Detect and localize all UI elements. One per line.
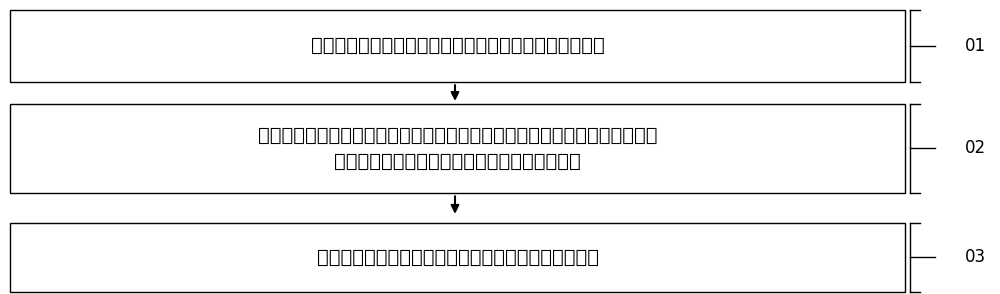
Bar — [10, 10, 905, 82]
Text: 在一衬底上依次形成下电极层、底部隔离层和石墨烯薄膜: 在一衬底上依次形成下电极层、底部隔离层和石墨烯薄膜 — [311, 36, 604, 55]
Bar — [10, 223, 905, 292]
Text: 将含氧等离子体或含氧带电基团注入到石墨烯薄膜内，使石墨烯薄膜转变为氧
化石墨烯薄膜，氧化石墨烯薄膜作为敏感材料层: 将含氧等离子体或含氧带电基团注入到石墨烯薄膜内，使石墨烯薄膜转变为氧 化石墨烯薄… — [258, 126, 657, 171]
Bar — [10, 104, 905, 193]
Text: 在氧化石墨烯薄膜表面依次形成顶部隔离层和上电极层: 在氧化石墨烯薄膜表面依次形成顶部隔离层和上电极层 — [316, 248, 598, 267]
Text: 03: 03 — [965, 248, 986, 266]
Text: 01: 01 — [965, 36, 986, 55]
Text: 02: 02 — [965, 139, 986, 158]
